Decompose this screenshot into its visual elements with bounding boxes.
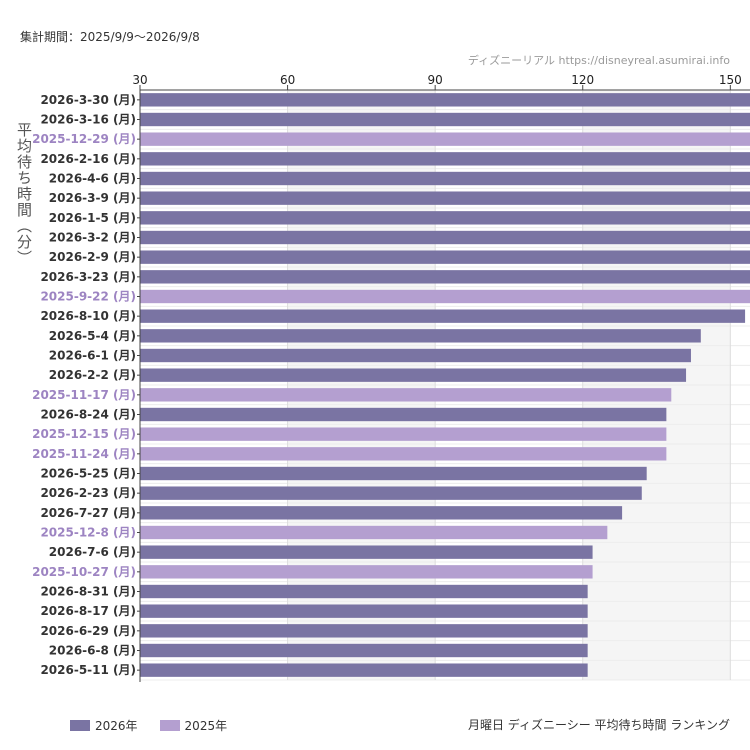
- category-label: 2026-7-6 (月): [49, 545, 136, 559]
- axes: [137, 89, 750, 682]
- category-label: 2025-12-8 (月): [40, 526, 136, 540]
- bar: [140, 565, 593, 579]
- category-label: 2026-3-2 (月): [49, 231, 136, 245]
- bar: [140, 112, 750, 127]
- legend-label-2026: 2026年: [95, 719, 138, 733]
- bar: [140, 289, 750, 304]
- category-label: 2026-6-29 (月): [40, 624, 136, 638]
- category-label: 2026-5-11 (月): [40, 663, 136, 677]
- bar: [140, 329, 701, 343]
- category-label: 2026-2-16 (月): [40, 152, 136, 166]
- category-label: 2026-6-8 (月): [49, 644, 136, 658]
- category-label: 2025-11-17 (月): [32, 388, 136, 402]
- bar: [140, 506, 623, 520]
- category-label: 2026-1-5 (月): [49, 211, 136, 225]
- bar: [140, 545, 593, 559]
- bar: [140, 604, 588, 618]
- bar: [140, 171, 750, 186]
- x-tick-label: 90: [428, 73, 443, 87]
- category-label: 2025-9-22 (月): [40, 290, 136, 304]
- x-tick-label: 30: [132, 73, 147, 87]
- legend-swatch-2025: [159, 720, 180, 731]
- legend-item-2025[interactable]: 2025年: [159, 717, 228, 734]
- category-label: 2025-11-24 (月): [32, 447, 136, 461]
- bar: [140, 447, 667, 461]
- bar: [140, 270, 750, 284]
- legend-swatch-2026: [70, 720, 90, 731]
- legend-label-2025: 2025年: [184, 719, 228, 733]
- category-label: 2026-6-1 (月): [49, 349, 136, 363]
- category-labels: 2026-3-30 (月) 2026-3-16 (月) 2025-12-29 (月)…: [32, 93, 136, 677]
- bar: [140, 525, 608, 540]
- bar: [140, 663, 588, 677]
- x-tick-label: 60: [280, 73, 295, 87]
- bar: [140, 309, 746, 323]
- category-label: 2026-3-16 (月): [40, 113, 136, 127]
- category-label: 2026-2-2 (月): [49, 368, 136, 382]
- category-label: 2026-7-27 (月): [40, 506, 136, 520]
- category-label: 2026-3-23 (月): [40, 270, 136, 284]
- category-label: 2026-3-30 (月): [40, 93, 136, 107]
- bar: [140, 230, 750, 245]
- category-label: 2026-4-6 (月): [49, 172, 136, 186]
- bar: [140, 152, 750, 166]
- site-watermark: ディズニーリアル https://disneyreal.asumirai.inf…: [467, 54, 730, 67]
- bar: [140, 191, 750, 205]
- category-label: 2026-3-9 (月): [49, 191, 136, 205]
- y-axis-title: 平均待ち時間（分）: [15, 122, 33, 266]
- category-label: 2026-8-24 (月): [40, 408, 136, 422]
- bar: [140, 466, 647, 481]
- category-label: 2026-5-4 (月): [49, 329, 136, 343]
- category-label: 2026-8-31 (月): [40, 585, 136, 599]
- category-label: 2026-8-17 (月): [40, 604, 136, 618]
- bar: [140, 211, 750, 225]
- x-tick-label: 150: [719, 73, 742, 87]
- bar: [140, 643, 588, 658]
- legend-item-2026[interactable]: 2026年: [70, 717, 138, 734]
- bar: [140, 348, 691, 363]
- x-tick-label: 120: [571, 73, 594, 87]
- bar: [140, 368, 687, 382]
- category-label: 2026-8-10 (月): [40, 309, 136, 323]
- category-label: 2025-10-27 (月): [32, 565, 136, 579]
- category-label: 2026-5-25 (月): [40, 467, 136, 481]
- category-label: 2026-2-9 (月): [49, 250, 136, 264]
- chart-caption: 月曜日 ディズニーシー 平均待ち時間 ランキング: [467, 718, 730, 732]
- bar: [140, 407, 667, 422]
- category-label: 2025-12-15 (月): [32, 427, 136, 441]
- bar: [140, 388, 672, 402]
- bar: [140, 624, 588, 638]
- category-label: 2025-12-29 (月): [32, 132, 136, 146]
- x-axis-ticks: 30 60 90 120 150: [132, 73, 742, 90]
- bar: [140, 250, 750, 264]
- bar: [140, 486, 642, 500]
- category-label: 2026-2-23 (月): [40, 486, 136, 500]
- bar: [140, 93, 750, 107]
- bar: [140, 132, 750, 146]
- bar: [140, 584, 588, 599]
- bar: [140, 427, 667, 441]
- legend: 2026年 2025年: [70, 717, 249, 734]
- bars: [140, 93, 750, 677]
- collection-period: 集計期間：2025/9/9〜2026/9/8: [20, 30, 200, 44]
